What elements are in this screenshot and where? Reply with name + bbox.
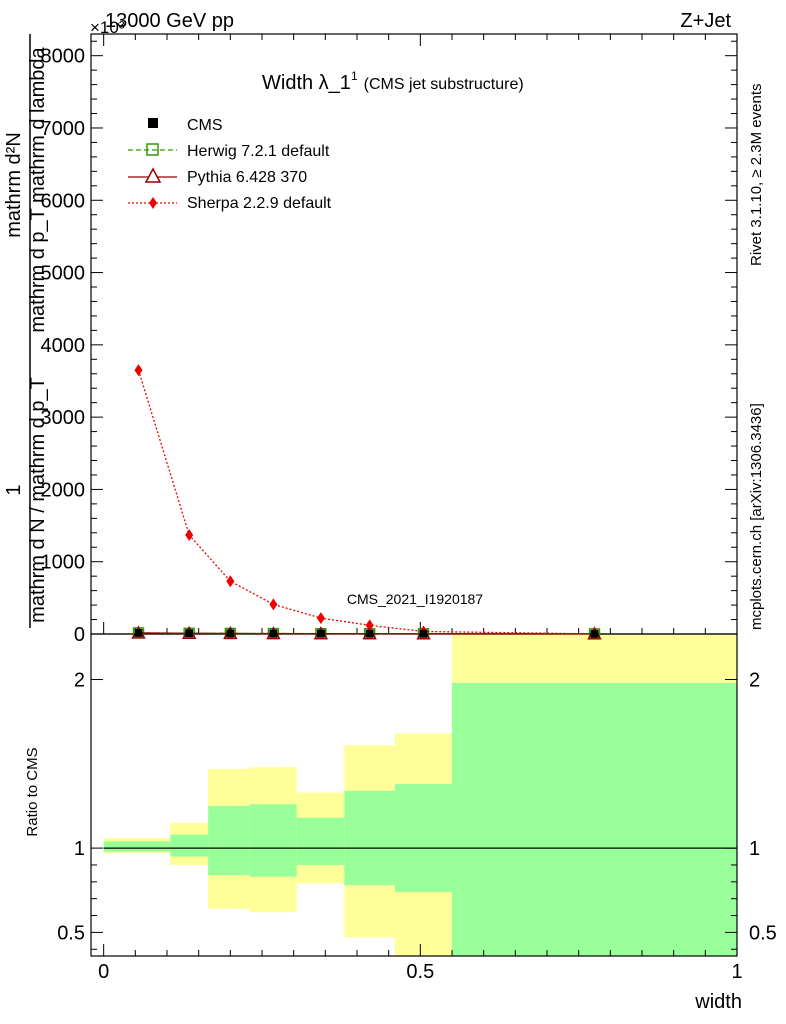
ratio-band-inner-3 xyxy=(249,804,297,877)
ratio-band-inner-1 xyxy=(170,834,209,857)
series-2-point-2 xyxy=(226,575,235,588)
legend-sherpa-marker xyxy=(149,197,157,209)
ratio-ytick-label-2: 2 xyxy=(74,670,85,692)
ratio-ytick-label-right-1: 1 xyxy=(749,838,760,860)
legend-item-cms: CMS xyxy=(148,117,223,134)
ylabel-line-3: mathrm d²N xyxy=(3,132,25,238)
series-2-point-5 xyxy=(365,619,374,632)
legend-cms-label: CMS xyxy=(187,117,223,134)
legend-sherpa-label: Sherpa 2.2.9 default xyxy=(187,195,332,212)
legend-pythia-label: Pythia 6.428 370 xyxy=(187,169,307,186)
ylabel-line-2: mathrm d N / mathrm d p_T xyxy=(27,377,49,623)
cms-point-3 xyxy=(269,629,278,638)
main-ytick-label-5: 5000 xyxy=(41,263,86,285)
main-ytick-label-6: 6000 xyxy=(41,190,86,212)
legend-pythia-marker xyxy=(144,167,162,183)
xtick-label-2: 1 xyxy=(731,961,742,983)
main-ytick-label-0: 0 xyxy=(74,624,85,646)
cms-point-1 xyxy=(185,629,194,638)
header-left: 13000 GeV pp xyxy=(105,10,234,32)
ratio-ytick-label-0: 0.5 xyxy=(57,922,85,944)
legend: CMS Herwig 7.2.1 default Pythia 6.428 37… xyxy=(128,117,332,212)
ratio-ytick-label-right-0: 0.5 xyxy=(749,922,777,944)
series-2-point-1 xyxy=(185,528,194,541)
series-2-point-0 xyxy=(134,364,143,377)
legend-item-sherpa: Sherpa 2.2.9 default xyxy=(128,195,332,212)
xtick-label-0: 0 xyxy=(98,961,109,983)
ratio-band-inner-4 xyxy=(296,817,345,865)
ratio-axes: 0.5 0.5 1 1 2 2 0 0.5 1 xyxy=(57,34,777,983)
series-line-1 xyxy=(138,632,595,635)
ratio-ytick-label-right-2: 2 xyxy=(749,670,760,692)
main-ytick-label-3: 3000 xyxy=(41,407,86,429)
main-ytick-label-7: 7000 xyxy=(41,118,86,140)
ylabel-line-1: 1 xyxy=(3,484,25,495)
cms-point-4 xyxy=(316,629,325,638)
legend-item-herwig: Herwig 7.2.1 default xyxy=(128,143,330,160)
ratio-band-inner-6 xyxy=(395,784,452,892)
main-ytick-label-4: 4000 xyxy=(41,335,86,357)
cms-point-7 xyxy=(590,629,599,638)
series-2-point-3 xyxy=(269,598,278,611)
title-main: Width λ_1 xyxy=(262,72,351,94)
rivet-label: Rivet 3.1.10, ≥ 2.3M events xyxy=(748,84,765,267)
header-right: Z+Jet xyxy=(680,10,731,32)
main-ytick-label-2: 2000 xyxy=(41,479,86,501)
ratio-band-inner-5 xyxy=(344,790,395,886)
main-ytick-label-8: 8000 xyxy=(41,46,86,68)
x-axis-label: width xyxy=(694,991,742,1013)
watermark: CMS_2021_I1920187 xyxy=(347,591,483,607)
legend-herwig-marker xyxy=(146,143,159,156)
cms-point-5 xyxy=(365,629,374,638)
main-axes: 0 1000 2000 3000 4000 5000 6000 7000 8000 xyxy=(41,33,738,646)
series-2-point-4 xyxy=(316,612,325,625)
main-ylabel: 1 mathrm d N / mathrm d p_T mathrm d²N m… xyxy=(3,34,49,628)
ratio-band-inner-2 xyxy=(208,805,250,876)
title-subtitle: (CMS jet substructure) xyxy=(364,76,524,93)
title-superscript: 1 xyxy=(351,69,358,83)
ratio-band-inner-7 xyxy=(452,682,737,956)
ratio-bands xyxy=(103,634,737,956)
cms-point-6 xyxy=(419,629,428,638)
main-ytick-label-1: 1000 xyxy=(41,552,86,574)
cms-point-0 xyxy=(134,628,143,637)
legend-item-pythia: Pythia 6.428 370 xyxy=(128,167,307,186)
ratio-ylabel: Ratio to CMS xyxy=(24,747,41,836)
cms-point-2 xyxy=(226,629,235,638)
ratio-band-inner-0 xyxy=(103,841,171,852)
ratio-ytick-label-1: 1 xyxy=(74,838,85,860)
mcplots-label: mcplots.cern.ch [arXiv:1306.3436] xyxy=(748,403,765,630)
ylabel-line-4: mathrm d p_T mathrm d lambda xyxy=(27,46,49,332)
main-series xyxy=(131,364,602,640)
plot-title: Width λ_11 (CMS jet substructure) xyxy=(262,69,524,94)
y-exponent: ×10³ xyxy=(90,18,125,37)
legend-cms-marker xyxy=(148,118,158,128)
legend-herwig-label: Herwig 7.2.1 default xyxy=(187,143,330,160)
xtick-label-1: 0.5 xyxy=(406,961,434,983)
